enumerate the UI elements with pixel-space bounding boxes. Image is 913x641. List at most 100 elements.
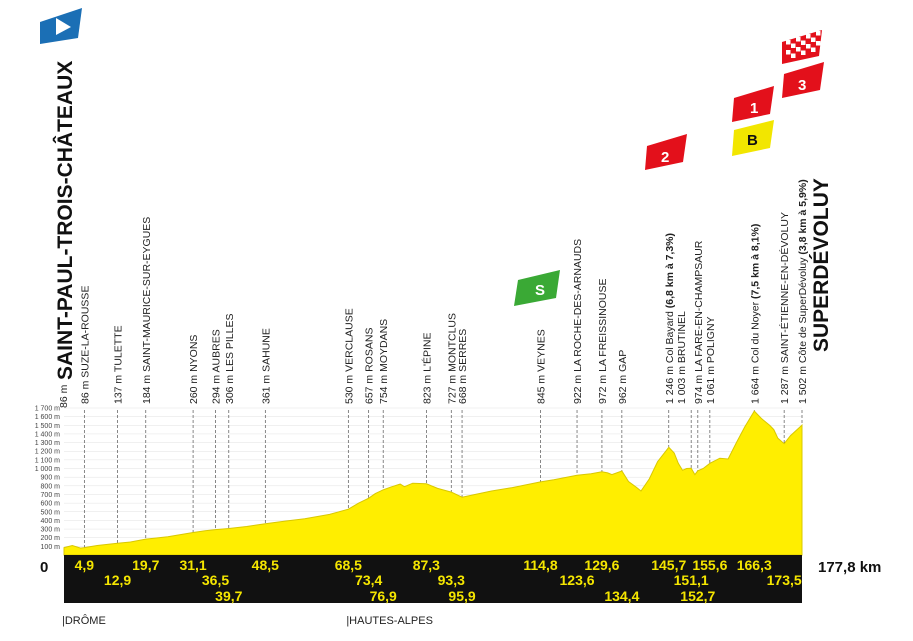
y-tick-label: 1 500 m — [35, 423, 60, 430]
km-label: 12,9 — [104, 572, 131, 588]
place-label-text: 361 m SAHUNE — [260, 328, 272, 404]
start-km-label: 0 — [40, 559, 48, 576]
y-tick-label: 100 m — [41, 544, 61, 551]
place-label-text: 962 m GAP — [617, 350, 629, 404]
place-label: 922 m LA ROCHE-DES-ARNAUDS — [572, 239, 584, 404]
place-label-text: 1 664 m Col du Noyer — [749, 301, 761, 404]
sprint-badge-label: S — [535, 282, 545, 299]
km-label: 114,8 — [523, 557, 557, 573]
checker-square — [796, 47, 801, 52]
place-label-text: 260 m NYONS — [188, 335, 200, 404]
km-label: 95,9 — [448, 588, 475, 604]
elevation-area — [63, 410, 803, 556]
km-label: 39,7 — [215, 588, 242, 604]
km-labels: 4,9 12,919,7 31,136,539,7 48,5 68,573,476,9 8… — [75, 557, 802, 604]
place-label: 668 m SERRES — [457, 329, 469, 404]
checker-square — [806, 34, 811, 39]
place-label-text: 1 287 m SAINT-ÉTIENNE-EN-DÉVOLUY — [778, 212, 791, 404]
checker-square — [806, 44, 811, 49]
km-label: 129,6 — [584, 557, 619, 573]
place-label-text: 306 m LES PILLES — [224, 314, 236, 404]
place-label-text: 754 m MOYDANS — [378, 319, 390, 404]
place-label: 184 m SAINT-MAURICE-SUR-EYGUES — [141, 217, 153, 404]
checker-square — [816, 41, 821, 46]
place-label: 1 664 m Col du Noyer (7,5 km à 8,1%) — [749, 224, 761, 404]
checker-square — [791, 53, 796, 58]
region-label: |HAUTES-ALPES — [346, 615, 433, 627]
y-tick-label: 200 m — [41, 535, 61, 542]
climb-stats: (3,8 km à 5,9%) — [797, 179, 809, 257]
y-tick-label: 700 m — [41, 492, 61, 499]
place-label: 972 m LA FREISSINOUSE — [597, 279, 609, 404]
place-leader-lines — [83, 410, 803, 548]
climb-badge-2-label: 2 — [661, 149, 669, 166]
y-tick-label: 1 100 m — [35, 457, 60, 464]
km-label: 4,9 — [75, 557, 95, 573]
km-label: 48,5 — [252, 557, 279, 573]
y-tick-label: 800 m — [41, 483, 61, 490]
checker-square — [816, 31, 821, 36]
place-label: 361 m SAHUNE — [260, 328, 272, 404]
place-label: 1 003 m BRUTINEL — [676, 311, 688, 404]
place-label-text: 530 m VERCLAUSE — [343, 308, 355, 404]
place-label-text: 657 m ROSANS — [364, 328, 376, 404]
place-label: 845 m VEYNES — [536, 329, 548, 404]
climb-stats: (6,8 km à 7,3%) — [664, 233, 676, 311]
y-tick-label: 1 600 m — [35, 414, 60, 421]
climb-category-1-badge: 1 — [732, 86, 774, 122]
distance-band — [64, 555, 802, 603]
place-label: 1 061 m POLIGNY — [705, 316, 717, 404]
checker-square — [796, 37, 801, 42]
climb-badge-3-label: 3 — [798, 77, 806, 94]
checker-square — [786, 40, 791, 45]
start-town-name: SAINT-PAUL-TROIS-CHÂTEAUX — [53, 61, 77, 380]
place-label: 1 502 m Côte de SuperDévoluy (3,8 km à 5… — [797, 179, 809, 404]
place-label: 294 m AUBRES — [211, 329, 223, 404]
y-tick-label: 900 m — [41, 475, 61, 482]
place-label-text: 184 m SAINT-MAURICE-SUR-EYGUES — [141, 217, 153, 404]
km-label: 87,3 — [413, 557, 440, 573]
place-label: 974 m LA FARE-EN-CHAMPSAUR — [693, 240, 705, 404]
finish-flag-icon — [782, 30, 822, 64]
place-label-text: 823 m L'ÉPINE — [420, 333, 433, 404]
region-labels: |DRÔME |HAUTES-ALPES — [62, 614, 433, 627]
place-label: 754 m MOYDANS — [378, 319, 390, 404]
y-tick-label: 400 m — [41, 518, 61, 525]
bonus-badge-label: B — [747, 132, 758, 149]
checker-square — [811, 37, 816, 42]
y-tick-label: 1 300 m — [35, 440, 60, 447]
y-tick-label: 500 m — [41, 509, 61, 516]
place-label-text: 294 m AUBRES — [211, 329, 223, 404]
km-label: 76,9 — [370, 588, 397, 604]
region-label: |DRÔME — [62, 614, 106, 627]
place-label-text: 845 m VEYNES — [536, 329, 548, 404]
place-label-text: 137 m TULETTE — [113, 325, 125, 404]
place-label: 306 m LES PILLES — [224, 314, 236, 404]
climb-category-2-badge: 2 — [645, 134, 687, 170]
checker-square — [811, 47, 816, 52]
place-labels: 86 m SUZE-LA-ROUSSE 137 m TULETTE 184 m SA… — [79, 179, 809, 404]
km-label: 19,7 — [132, 557, 159, 573]
place-label: 823 m L'ÉPINE — [420, 333, 433, 404]
km-label: 31,1 — [179, 557, 206, 573]
place-label-text: 668 m SERRES — [457, 329, 469, 404]
km-label: 166,3 — [737, 557, 772, 573]
checker-square — [801, 50, 806, 55]
place-label-text: 922 m LA ROCHE-DES-ARNAUDS — [572, 239, 584, 404]
y-tick-label: 600 m — [41, 501, 61, 508]
place-label: 727 m MONTCLUS — [446, 313, 458, 404]
km-label: 152,7 — [680, 588, 715, 604]
y-tick-label: 1 000 m — [35, 466, 60, 473]
y-tick-label: 1 700 m — [35, 406, 60, 413]
place-label: 260 m NYONS — [188, 335, 200, 404]
km-label: 68,5 — [335, 557, 362, 573]
finish-town-name: SUPERDÉVOLUY — [810, 178, 833, 352]
km-label: 134,4 — [604, 588, 639, 604]
km-label: 173,5 — [767, 572, 802, 588]
checker-square — [801, 40, 806, 45]
y-tick-label: 300 m — [41, 527, 61, 534]
climb-stats: (7,5 km à 8,1%) — [749, 224, 761, 302]
km-label: 93,3 — [438, 572, 465, 588]
